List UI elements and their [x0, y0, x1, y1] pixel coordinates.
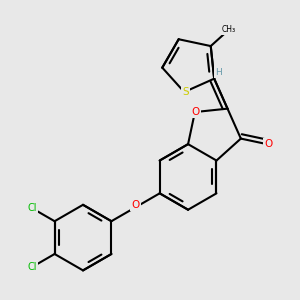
- Text: H: H: [215, 68, 222, 77]
- Text: O: O: [131, 200, 140, 210]
- Text: O: O: [264, 139, 272, 148]
- Text: S: S: [182, 87, 189, 97]
- Text: Cl: Cl: [27, 262, 37, 272]
- Text: CH₃: CH₃: [222, 25, 236, 34]
- Text: Cl: Cl: [27, 203, 37, 213]
- Text: O: O: [191, 107, 200, 117]
